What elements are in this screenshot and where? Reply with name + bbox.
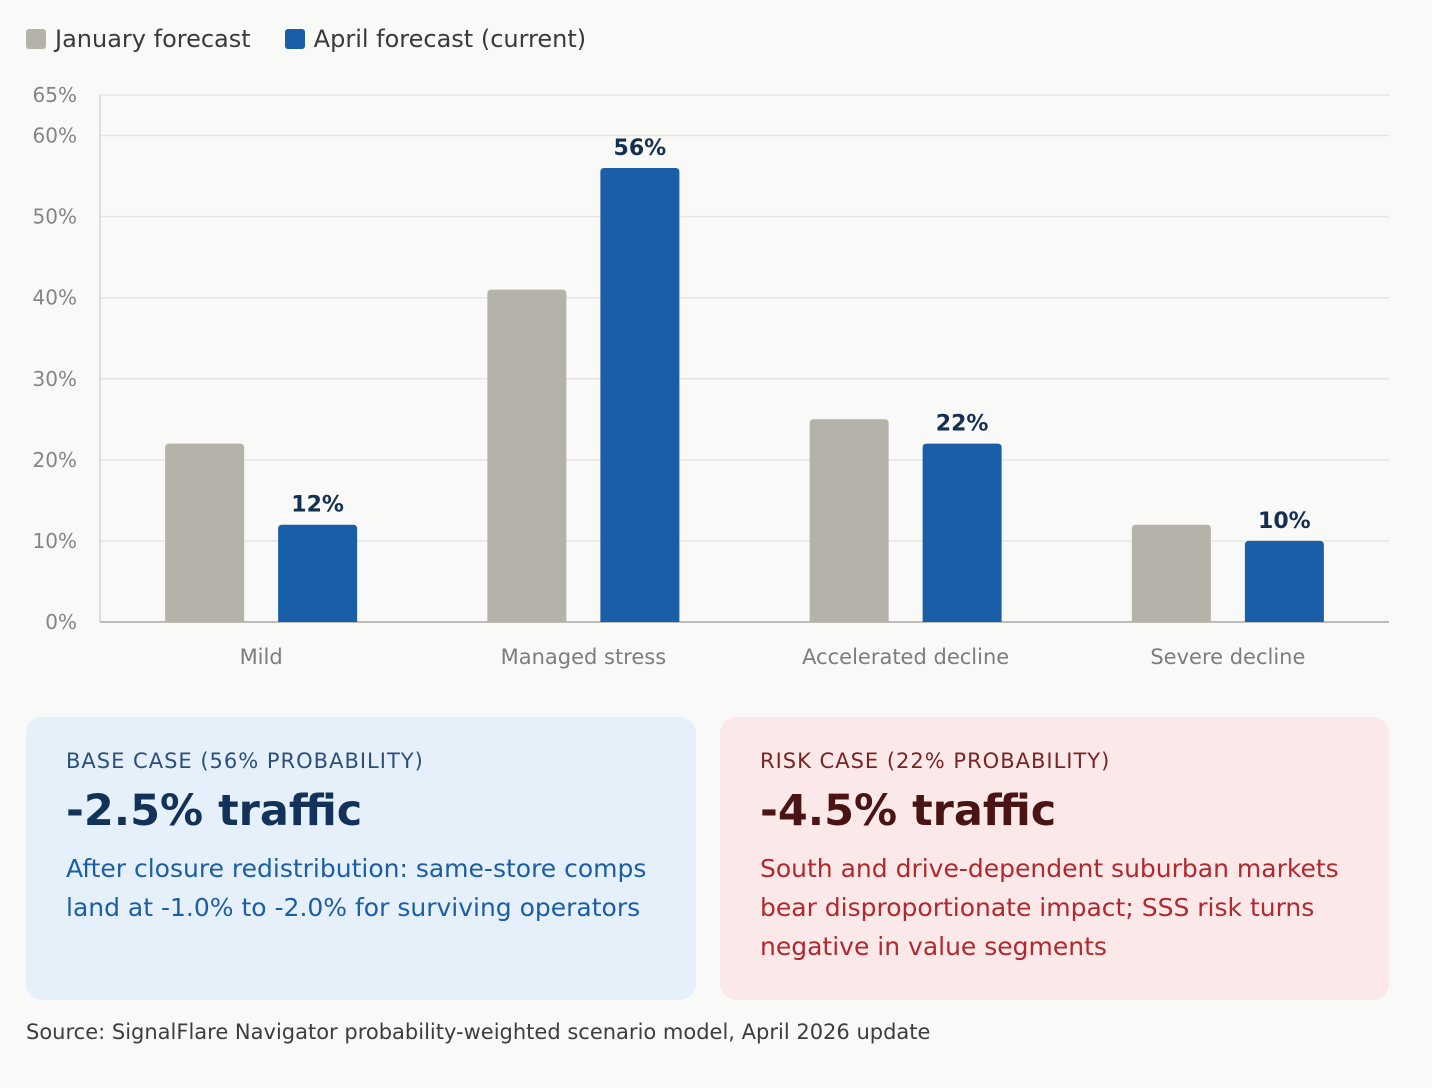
y-tick-label: 20% bbox=[33, 448, 77, 472]
bar-january bbox=[165, 443, 245, 622]
legend-label-april: April forecast (current) bbox=[313, 25, 587, 53]
y-tick-label: 50% bbox=[33, 205, 77, 229]
x-category-label: Mild bbox=[240, 645, 283, 669]
bar-january bbox=[487, 289, 567, 622]
base-case-value: -2.5% traffic bbox=[66, 786, 363, 836]
y-tick-label: 30% bbox=[33, 367, 77, 391]
bar-chart: 0% 10% 20% 30% 40% 50% 60% 65% 12% Mild 56% Managed… bbox=[33, 83, 1389, 669]
bar-value-label: 56% bbox=[614, 136, 667, 161]
base-case-card: Base case (56% probability) -2.5% traffi… bbox=[26, 717, 696, 1000]
bar-april bbox=[922, 443, 1002, 622]
legend-item-april: April forecast (current) bbox=[284, 25, 587, 53]
bar-april bbox=[600, 167, 680, 622]
bar-april bbox=[278, 524, 358, 622]
legend-item-january: January forecast bbox=[26, 25, 251, 53]
bar-january bbox=[1131, 524, 1211, 622]
y-tick-label: 10% bbox=[33, 529, 77, 553]
source-note: Source: SignalFlare Navigator probabilit… bbox=[26, 1020, 931, 1044]
bar-april bbox=[1244, 540, 1324, 622]
bar-value-label: 10% bbox=[1258, 509, 1311, 534]
legend-swatch-january bbox=[26, 29, 46, 49]
base-case-description: After closure redistribution: same-store… bbox=[66, 854, 647, 922]
y-tick-label: 0% bbox=[45, 610, 77, 634]
y-tick-label: 40% bbox=[33, 286, 77, 310]
risk-case-description: South and drive-dependent suburban marke… bbox=[760, 854, 1339, 961]
risk-case-label: Risk case (22% probability) bbox=[760, 749, 1111, 773]
chart-legend: January forecast April forecast (current… bbox=[26, 22, 586, 56]
x-category-label: Accelerated decline bbox=[802, 645, 1009, 669]
y-tick-label: 60% bbox=[33, 124, 77, 148]
risk-case-card: Risk case (22% probability) -4.5% traffi… bbox=[720, 717, 1389, 1000]
bar-january bbox=[809, 419, 889, 622]
legend-swatch-april bbox=[284, 29, 305, 49]
base-case-label: Base case (56% probability) bbox=[66, 749, 424, 773]
x-category-label: Managed stress bbox=[501, 645, 667, 669]
risk-case-value: -4.5% traffic bbox=[760, 786, 1057, 836]
bar-value-label: 22% bbox=[936, 412, 989, 437]
legend-label-january: January forecast bbox=[55, 25, 251, 53]
y-tick-label: 65% bbox=[33, 83, 77, 107]
x-category-label: Severe decline bbox=[1150, 645, 1305, 669]
bar-value-label: 12% bbox=[291, 493, 344, 518]
